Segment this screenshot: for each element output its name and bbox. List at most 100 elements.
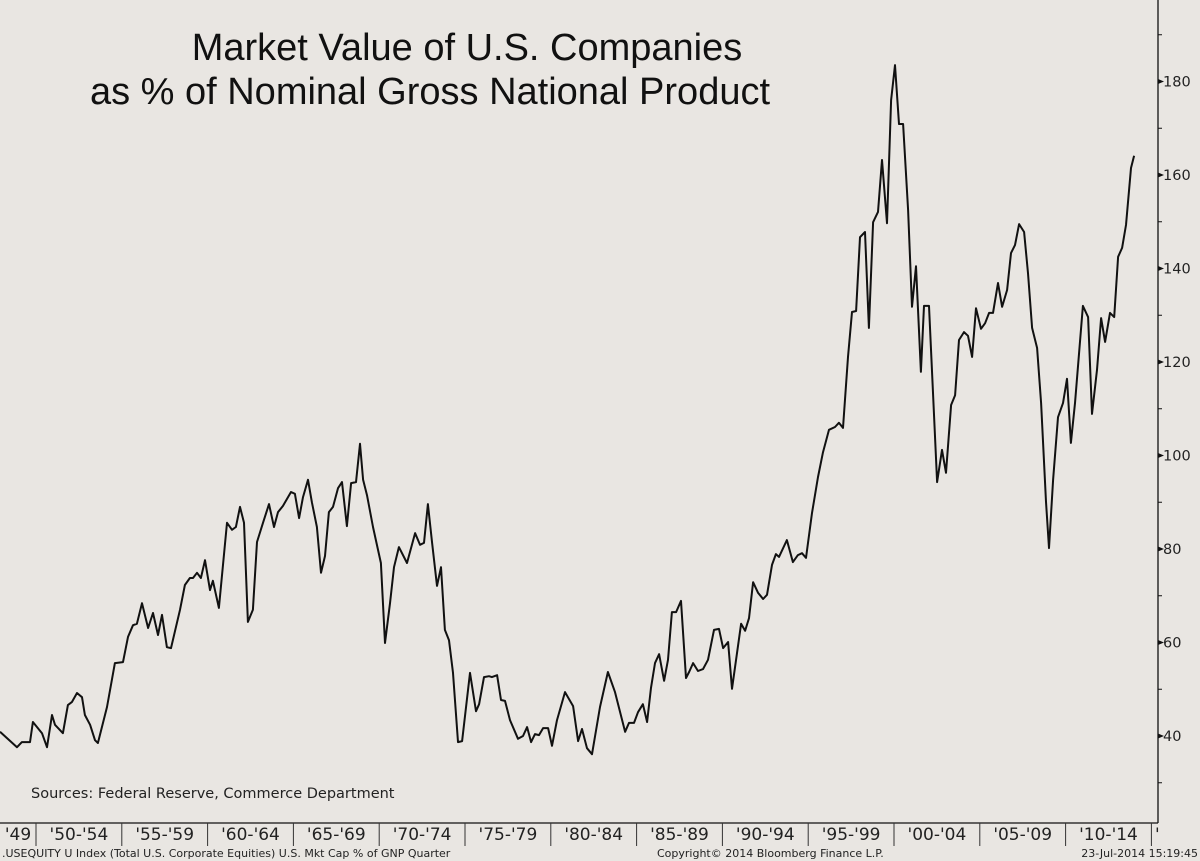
data-point bbox=[1048, 547, 1050, 549]
data-point bbox=[346, 525, 348, 527]
data-point bbox=[256, 541, 258, 543]
data-point bbox=[551, 745, 553, 747]
y-major-tick bbox=[1158, 453, 1164, 458]
data-point bbox=[483, 676, 485, 678]
data-point bbox=[890, 99, 892, 101]
data-point bbox=[688, 671, 690, 673]
data-point bbox=[239, 506, 241, 508]
y-tick-label: 140 bbox=[1163, 262, 1191, 278]
data-point bbox=[945, 472, 947, 474]
data-point bbox=[692, 662, 694, 664]
data-point bbox=[894, 64, 896, 66]
data-point bbox=[1104, 341, 1106, 343]
data-point bbox=[984, 322, 986, 324]
data-point bbox=[54, 724, 56, 726]
data-point bbox=[941, 449, 943, 451]
data-point bbox=[658, 653, 660, 655]
x-band-label: '00-'04 bbox=[908, 825, 967, 845]
y-major-tick bbox=[1158, 640, 1164, 645]
data-point bbox=[654, 662, 656, 664]
data-point bbox=[855, 310, 857, 312]
data-point bbox=[1018, 223, 1020, 225]
data-point bbox=[226, 522, 228, 524]
y-tick-label: 180 bbox=[1163, 75, 1191, 91]
data-point bbox=[1027, 272, 1029, 274]
data-point bbox=[1087, 316, 1089, 318]
data-point bbox=[1023, 231, 1025, 233]
data-point bbox=[152, 612, 154, 614]
x-band-label: '60-'64 bbox=[221, 825, 280, 845]
data-point bbox=[628, 722, 630, 724]
data-point bbox=[491, 676, 493, 678]
data-point bbox=[141, 602, 143, 604]
data-point bbox=[581, 728, 583, 730]
data-point bbox=[509, 719, 511, 721]
data-point bbox=[231, 529, 233, 531]
data-point bbox=[851, 311, 853, 313]
data-point bbox=[614, 691, 616, 693]
data-point bbox=[642, 703, 644, 705]
data-point bbox=[1062, 402, 1064, 404]
data-point bbox=[547, 727, 549, 729]
data-point bbox=[1057, 416, 1059, 418]
series-line-mkt-cap-pct-gnp bbox=[0, 64, 1136, 756]
data-point bbox=[166, 646, 168, 648]
data-point bbox=[586, 747, 588, 749]
data-point bbox=[517, 738, 519, 740]
data-point bbox=[298, 517, 300, 519]
x-band-label: '90-'94 bbox=[736, 825, 795, 845]
x-band-label: ' bbox=[1155, 825, 1160, 845]
y-tick-label: 160 bbox=[1163, 168, 1191, 184]
data-point bbox=[307, 479, 309, 481]
data-point bbox=[963, 331, 965, 333]
x-band-label: '10-'14 bbox=[1079, 825, 1138, 845]
data-point bbox=[1074, 402, 1076, 404]
x-band-label: '65-'69 bbox=[307, 825, 366, 845]
data-point bbox=[320, 572, 322, 574]
data-point bbox=[355, 481, 357, 483]
y-tick-label: 120 bbox=[1163, 355, 1191, 371]
data-point bbox=[675, 611, 677, 613]
data-point bbox=[771, 564, 773, 566]
data-point bbox=[534, 733, 536, 735]
data-point bbox=[556, 719, 558, 721]
y-tick-label: 80 bbox=[1163, 542, 1181, 558]
data-point bbox=[859, 236, 861, 238]
y-major-tick bbox=[1158, 172, 1164, 178]
data-point bbox=[1125, 224, 1127, 226]
data-point bbox=[127, 636, 129, 638]
data-point bbox=[748, 617, 750, 619]
data-point bbox=[1006, 289, 1008, 291]
x-band-label: '49 bbox=[5, 825, 31, 845]
data-point bbox=[637, 711, 639, 713]
chart-title: Market Value of U.S. Companies as % of N… bbox=[90, 27, 771, 113]
data-point bbox=[902, 123, 904, 125]
data-point bbox=[722, 647, 724, 649]
data-point bbox=[817, 476, 819, 478]
data-point bbox=[1045, 501, 1047, 503]
data-point bbox=[204, 559, 206, 561]
data-point bbox=[663, 680, 665, 682]
data-point bbox=[384, 642, 386, 644]
data-point bbox=[71, 701, 73, 703]
index-description: .USEQUITY U Index (Total U.S. Corporate … bbox=[2, 847, 451, 860]
data-point bbox=[538, 734, 540, 736]
data-point bbox=[971, 356, 973, 358]
data-point bbox=[727, 641, 729, 643]
data-point bbox=[522, 735, 524, 737]
y-major-tick bbox=[1158, 359, 1164, 365]
data-point bbox=[1066, 378, 1068, 380]
data-point bbox=[84, 714, 86, 716]
data-point bbox=[577, 740, 579, 742]
data-point bbox=[564, 691, 566, 693]
data-point bbox=[212, 580, 214, 582]
data-point bbox=[475, 710, 477, 712]
data-point bbox=[414, 532, 416, 534]
data-point bbox=[29, 741, 31, 743]
x-band-label: '75-'79 bbox=[479, 825, 538, 845]
data-point bbox=[200, 577, 202, 579]
data-point bbox=[1121, 247, 1123, 249]
data-point bbox=[179, 609, 181, 611]
data-point bbox=[847, 356, 849, 358]
timestamp: 23-Jul-2014 15:19:45 bbox=[1081, 847, 1198, 860]
